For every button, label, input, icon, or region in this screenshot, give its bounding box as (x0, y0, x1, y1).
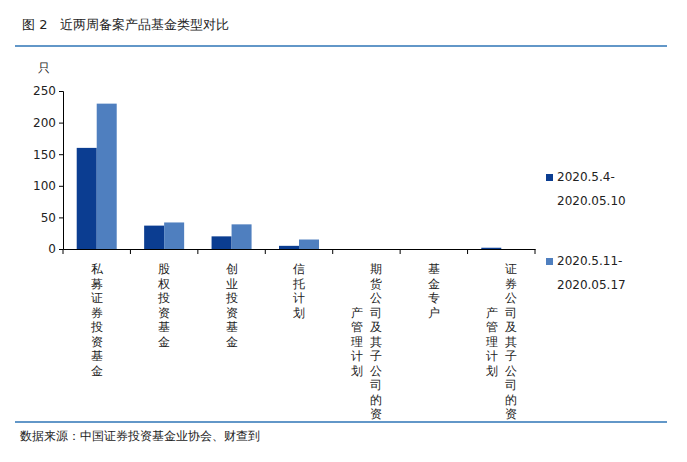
category-divider (197, 249, 198, 254)
source-rule (15, 421, 667, 423)
category-divider (265, 249, 266, 254)
y-axis-line (59, 92, 64, 250)
title: 图 2 近两周备案产品基金类型对比 (22, 17, 229, 32)
bar (501, 249, 521, 250)
y-tick-mark (59, 186, 63, 187)
y-tick-label: 100 (33, 179, 56, 193)
y-tick-mark (59, 91, 63, 92)
y-tick-label: 250 (33, 84, 56, 98)
legend-label: 2020.5.4-2020.05.10 (557, 170, 626, 208)
bar (346, 249, 366, 250)
source: 数据来源：中国证券投资基金业协会、财查到 (20, 429, 260, 443)
bar (434, 249, 454, 250)
y-tick: 0 (48, 242, 63, 256)
y-tick: 250 (33, 84, 63, 98)
category-divider (332, 249, 333, 254)
category-divider (535, 249, 536, 254)
category-divider (400, 249, 401, 254)
bar (77, 148, 97, 249)
x-tick-label: 创业投资基金 (225, 262, 238, 349)
x-tick-label: 期货公司及其子公司的资产管理计划 (351, 262, 382, 421)
bar (212, 236, 232, 249)
x-axis-line (64, 249, 536, 250)
legend-label: 2020.5.11-2020.05.17 (557, 254, 626, 292)
chart: 图 2 近两周备案产品基金类型对比只 0 50 100 150 200 250 私募证券投资基… (0, 0, 687, 462)
category-divider (130, 249, 131, 254)
x-axis: 私募证券投资基金 股权投资基金 创业投资基金 信托计划 期货公司及其子公司的资产管理计划… (64, 249, 536, 421)
bar (97, 104, 117, 249)
y-tick-mark (59, 217, 63, 218)
y-tick-label: 50 (41, 211, 56, 225)
legend-swatch (546, 258, 553, 265)
bar (232, 224, 252, 249)
x-tick-label: 私募证券投资基金 (90, 262, 104, 378)
x-tick-label: 基金专户 (428, 262, 440, 320)
bar (144, 226, 164, 249)
y-axis: 0 50 100 150 200 250 (33, 84, 63, 256)
y-tick: 150 (33, 148, 63, 162)
x-tick: 期货公司及其子公司的资产管理计划 (351, 249, 382, 421)
x-tick: 股权投资基金 (157, 249, 170, 349)
legend: 2020.5.4-2020.05.10 2020.5.11-2020.05.17 (546, 170, 626, 292)
y-tick-mark (59, 154, 63, 155)
x-tick-label: 信托计划 (292, 262, 305, 320)
x-tick: 私募证券投资基金 (90, 249, 104, 378)
y-tick-label: 150 (33, 148, 56, 162)
plot: 0 50 100 150 200 250 私募证券投资基金 股权投资基金 创业投资基金 信托计划 期… (33, 84, 535, 421)
bar (414, 249, 434, 250)
bar (481, 248, 501, 249)
y-tick: 100 (33, 179, 63, 193)
title-rule (15, 45, 667, 47)
bars (77, 104, 502, 249)
bar (279, 246, 299, 249)
x-tick: 创业投资基金 (225, 249, 238, 349)
x-tick: 信托计划 (292, 249, 305, 320)
category-divider (467, 249, 468, 254)
bar (299, 240, 319, 249)
x-tick-label: 证券公司及其子公司的资产管理计划 (486, 262, 517, 421)
x-tick: 基金专户 (428, 249, 440, 320)
bar (366, 249, 386, 250)
y-tick-label: 200 (33, 116, 56, 130)
x-tick-label: 股权投资基金 (157, 262, 170, 349)
y-tick: 50 (41, 211, 63, 225)
category-divider (63, 249, 64, 254)
y-tick: 200 (33, 116, 63, 130)
x-tick: 证券公司及其子公司的资产管理计划 (486, 249, 517, 421)
bar (164, 222, 184, 249)
y-tick-mark (59, 249, 63, 250)
y-tick-mark (59, 123, 63, 124)
y-tick-label: 0 (48, 242, 56, 256)
legend-swatch (546, 174, 553, 181)
y-axis-label: 只 (38, 61, 50, 75)
